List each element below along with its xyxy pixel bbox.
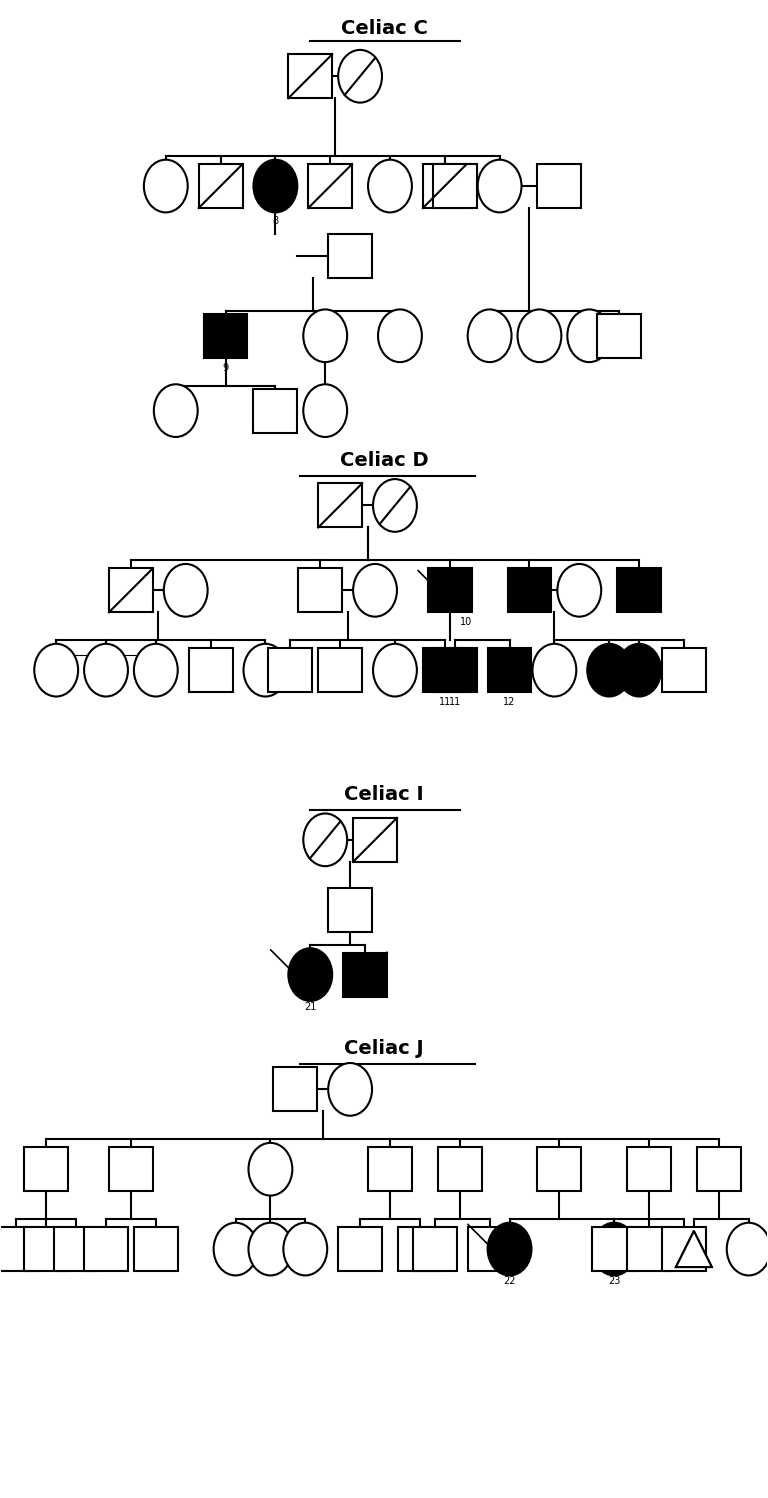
Text: Celiac I: Celiac I <box>344 785 424 804</box>
Ellipse shape <box>303 385 347 437</box>
Ellipse shape <box>328 1064 372 1116</box>
Ellipse shape <box>558 563 601 617</box>
Bar <box>273 1068 317 1112</box>
Bar <box>697 1147 740 1191</box>
Ellipse shape <box>243 644 287 697</box>
Bar <box>0 1227 38 1270</box>
Bar <box>318 484 362 527</box>
Bar <box>413 1227 457 1270</box>
Ellipse shape <box>378 310 422 363</box>
Bar <box>288 54 333 99</box>
Ellipse shape <box>84 644 128 697</box>
Bar <box>308 165 352 208</box>
Text: Celiac D: Celiac D <box>339 451 429 469</box>
Polygon shape <box>676 1231 712 1267</box>
Text: 12: 12 <box>503 697 516 707</box>
Ellipse shape <box>532 644 576 697</box>
Bar <box>109 568 153 613</box>
Bar <box>598 313 641 358</box>
Bar <box>368 1147 412 1191</box>
Text: 8: 8 <box>273 216 279 226</box>
Ellipse shape <box>373 644 417 697</box>
Ellipse shape <box>35 644 78 697</box>
Text: 21: 21 <box>304 1002 316 1011</box>
Ellipse shape <box>727 1222 768 1275</box>
Text: 10: 10 <box>460 617 472 628</box>
Bar <box>423 165 467 208</box>
Ellipse shape <box>134 644 177 697</box>
Bar <box>627 1147 671 1191</box>
Ellipse shape <box>144 160 187 213</box>
Text: Celiac C: Celiac C <box>340 19 428 39</box>
Ellipse shape <box>468 310 511 363</box>
Bar <box>189 649 233 692</box>
Text: 22: 22 <box>503 1276 516 1285</box>
Ellipse shape <box>617 644 661 697</box>
Bar <box>84 1227 128 1270</box>
Text: Celiac J: Celiac J <box>344 1040 424 1059</box>
Ellipse shape <box>214 1222 257 1275</box>
Bar <box>199 165 243 208</box>
Bar <box>592 1227 636 1270</box>
Bar <box>468 1227 511 1270</box>
Bar <box>134 1227 177 1270</box>
Bar <box>538 1147 581 1191</box>
Bar <box>109 1147 153 1191</box>
Ellipse shape <box>249 1222 293 1275</box>
Text: 9: 9 <box>223 363 229 373</box>
Bar <box>318 649 362 692</box>
Bar <box>662 649 706 692</box>
Text: 23: 23 <box>608 1276 621 1285</box>
Bar <box>428 568 472 613</box>
Ellipse shape <box>368 160 412 213</box>
Ellipse shape <box>478 160 521 213</box>
Text: 11: 11 <box>439 697 451 707</box>
Bar <box>433 165 477 208</box>
Ellipse shape <box>253 160 297 213</box>
Ellipse shape <box>338 49 382 102</box>
Bar <box>617 568 661 613</box>
Bar <box>398 1227 442 1270</box>
Ellipse shape <box>353 563 397 617</box>
Bar <box>662 1227 706 1270</box>
Bar <box>25 1147 68 1191</box>
Ellipse shape <box>568 310 611 363</box>
Bar <box>433 649 477 692</box>
Ellipse shape <box>154 385 197 437</box>
Bar <box>627 1227 671 1270</box>
Bar <box>25 1227 68 1270</box>
Bar <box>353 818 397 861</box>
Bar <box>438 1147 482 1191</box>
Bar <box>508 568 551 613</box>
Bar <box>338 1227 382 1270</box>
Ellipse shape <box>592 1222 636 1275</box>
Ellipse shape <box>303 310 347 363</box>
Bar <box>204 313 247 358</box>
Ellipse shape <box>303 813 347 866</box>
Ellipse shape <box>164 563 207 617</box>
Bar <box>328 888 372 932</box>
Ellipse shape <box>373 479 417 532</box>
Ellipse shape <box>518 310 561 363</box>
Bar <box>423 649 467 692</box>
Ellipse shape <box>488 1222 531 1275</box>
Bar <box>328 234 372 277</box>
Bar <box>343 953 387 996</box>
Text: 11: 11 <box>449 697 461 707</box>
Bar <box>253 388 297 433</box>
Bar <box>269 649 313 692</box>
Bar <box>298 568 343 613</box>
Ellipse shape <box>588 644 631 697</box>
Bar <box>55 1227 98 1270</box>
Ellipse shape <box>288 948 333 1001</box>
Ellipse shape <box>283 1222 327 1275</box>
Bar <box>488 649 531 692</box>
Bar <box>538 165 581 208</box>
Ellipse shape <box>249 1143 293 1195</box>
